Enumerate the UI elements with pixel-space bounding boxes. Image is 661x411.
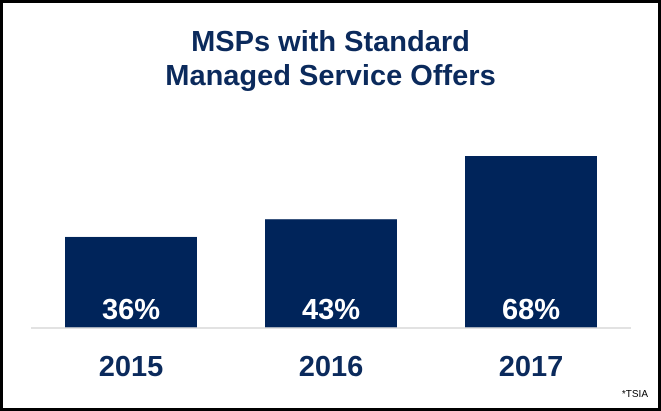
category-label-2016: 2016 bbox=[299, 351, 364, 383]
data-label-2017: 68% bbox=[502, 294, 560, 326]
source-note: *TSIA bbox=[621, 389, 648, 400]
bar-2015 bbox=[65, 236, 197, 328]
chart-title-line-1: MSPs with Standard bbox=[191, 26, 470, 58]
chart-title-line-2: Managed Service Offers bbox=[165, 60, 496, 92]
category-label-2017: 2017 bbox=[499, 351, 564, 383]
bar-chart: 36% 43% 68% 2015 2016 2017 bbox=[31, 156, 631, 383]
data-label-2015: 36% bbox=[102, 294, 160, 326]
data-label-2016: 43% bbox=[302, 294, 360, 326]
bar-2017 bbox=[465, 156, 597, 328]
chart-title: MSPs with Standard Managed Service Offer… bbox=[3, 25, 658, 93]
bar-2016 bbox=[265, 219, 397, 328]
category-label-2015: 2015 bbox=[99, 351, 164, 383]
